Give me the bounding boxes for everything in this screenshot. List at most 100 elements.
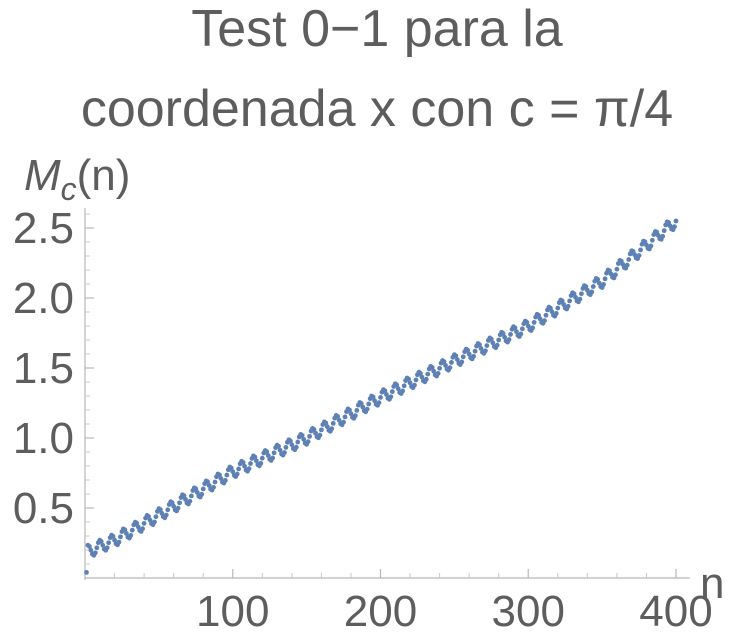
data-point [376, 400, 382, 406]
y-tick-label: 1.5 [13, 344, 74, 393]
data-point [236, 466, 242, 472]
data-point [234, 471, 240, 477]
data-point [87, 544, 92, 549]
data-point [514, 329, 519, 334]
data-point [354, 407, 360, 413]
data-point [152, 519, 157, 525]
data-point [200, 486, 206, 492]
data-point [347, 407, 352, 413]
data-point [602, 276, 608, 282]
data-point [106, 540, 112, 546]
data-point [212, 479, 218, 485]
data-point [661, 228, 667, 234]
data-point [305, 439, 311, 445]
data-point [199, 491, 205, 497]
data-point [417, 370, 423, 376]
data-point [110, 533, 116, 539]
data-point [395, 386, 401, 392]
data-point [553, 311, 559, 316]
data-point [134, 520, 140, 526]
data-point [400, 388, 406, 394]
y-tick-label: 0.5 [13, 484, 74, 533]
x-tick-label: 200 [344, 587, 417, 632]
data-point [614, 266, 620, 272]
y-tick-label: 2.0 [13, 274, 74, 323]
data-point [94, 545, 100, 551]
y-axis-label-subscript: c [61, 171, 77, 207]
data-point [146, 514, 151, 519]
data-point [287, 438, 293, 444]
data-point [163, 512, 169, 518]
data-point [246, 466, 252, 472]
data-point [543, 312, 549, 318]
data-point [187, 498, 193, 504]
data-point [84, 570, 89, 575]
data-point [264, 449, 270, 455]
data-point [311, 427, 317, 432]
data-point [352, 413, 358, 419]
data-point [228, 465, 234, 471]
x-tick-label: 100 [196, 587, 269, 632]
data-point [128, 533, 134, 538]
data-point [252, 454, 258, 460]
data-point [258, 460, 264, 466]
data-point [413, 377, 419, 383]
data-point [524, 319, 530, 325]
y-axis-label-suffix: (n) [77, 151, 131, 200]
data-point [500, 331, 506, 336]
data-point [388, 394, 394, 400]
data-point [123, 531, 129, 536]
data-point [496, 337, 502, 343]
data-point [253, 458, 259, 464]
data-point [613, 272, 618, 278]
data-point [319, 427, 324, 433]
data-point [465, 347, 471, 353]
data-point [370, 394, 376, 400]
data-point [389, 389, 395, 394]
data-point [401, 383, 407, 389]
data-point [141, 521, 147, 526]
y-axis-label: Mc(n) [24, 151, 130, 207]
data-point [364, 406, 370, 412]
data-point [293, 444, 299, 450]
data-point [466, 351, 472, 357]
data-point [88, 547, 94, 553]
data-point [265, 453, 271, 458]
data-point [518, 331, 524, 337]
data-point [478, 346, 484, 351]
data-point [313, 430, 318, 436]
data-point [423, 376, 429, 382]
data-point [555, 305, 561, 311]
data-point [218, 476, 224, 481]
data-point [271, 450, 277, 456]
data-point [435, 371, 441, 376]
data-point [276, 443, 281, 449]
data-point [100, 542, 106, 548]
data-point [282, 450, 287, 455]
data-point [542, 318, 547, 323]
data-point [382, 388, 388, 394]
data-point [329, 426, 335, 432]
data-point [348, 411, 354, 417]
data-point [307, 433, 312, 439]
data-point [441, 359, 447, 365]
x-tick-label: 400 [639, 587, 712, 632]
data-point [116, 539, 122, 545]
data-point [366, 401, 372, 407]
data-point [419, 374, 425, 380]
data-point [372, 398, 377, 404]
tick-group: 100 200 300 400 0.5 1.0 1.5 2.0 2.5 [13, 204, 713, 632]
data-point [567, 298, 573, 304]
data-point [341, 419, 346, 425]
chart-title-line-2: coordenada x con c = π/4 [81, 80, 673, 138]
data-point [471, 353, 476, 359]
data-point [222, 477, 228, 483]
data-point [394, 382, 400, 388]
data-point [449, 360, 454, 365]
data-point [660, 233, 666, 239]
data-points [84, 218, 679, 575]
data-point [259, 455, 265, 461]
data-point [112, 537, 117, 543]
data-point [412, 382, 417, 388]
